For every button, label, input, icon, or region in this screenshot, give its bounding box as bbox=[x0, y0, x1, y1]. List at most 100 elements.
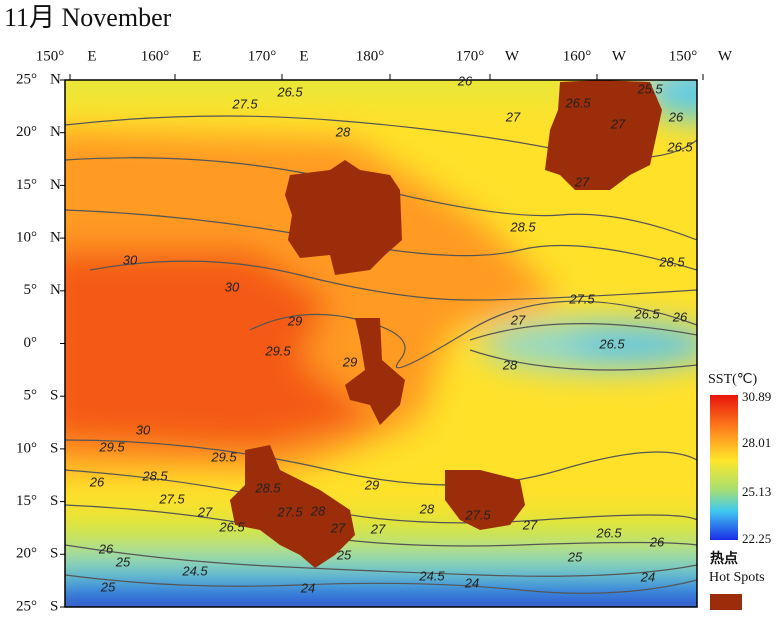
left-axis-degree: 15° bbox=[16, 177, 37, 193]
contour-label: 27 bbox=[574, 174, 590, 189]
contour-label: 28.5 bbox=[658, 254, 685, 269]
top-axis-hemisphere: W bbox=[505, 48, 520, 64]
contour-label: 29.5 bbox=[264, 343, 291, 358]
legend-title: SST(℃) bbox=[708, 372, 758, 387]
contour-label: 28 bbox=[502, 357, 518, 372]
left-axis-degree: 0° bbox=[24, 335, 38, 351]
contour-label: 28.5 bbox=[254, 480, 281, 495]
left-axis-hemisphere: S bbox=[50, 388, 58, 404]
contour-label: 28 bbox=[310, 503, 326, 518]
contour-label: 24.5 bbox=[418, 568, 445, 583]
contour-label: 28 bbox=[419, 501, 435, 516]
left-axis-degree: 20° bbox=[16, 546, 37, 562]
contour-label: 27.5 bbox=[158, 491, 185, 506]
left-axis-hemisphere: N bbox=[50, 71, 61, 87]
left-axis-hemisphere: N bbox=[50, 230, 61, 246]
contour-label: 26 bbox=[668, 109, 684, 124]
hotspot-label-cn: 热点 bbox=[710, 550, 738, 567]
contour-label: 26.5 bbox=[598, 336, 625, 351]
contour-label: 27.5 bbox=[464, 507, 491, 522]
contour-label: 26.5 bbox=[276, 84, 303, 99]
left-axis-degree: 15° bbox=[16, 493, 37, 509]
colorbar-tick-label: 22.25 bbox=[742, 531, 771, 546]
left-axis-hemisphere: N bbox=[50, 124, 61, 140]
contour-label: 26 bbox=[672, 309, 688, 324]
colorbar bbox=[710, 395, 738, 540]
contour-label: 27 bbox=[197, 504, 213, 519]
contour-label: 27 bbox=[522, 517, 538, 532]
contour-label: 27.5 bbox=[231, 96, 258, 111]
contour-label: 25 bbox=[100, 579, 116, 594]
colorbar-tick-label: 28.01 bbox=[742, 435, 771, 450]
left-axis-degree: 20° bbox=[16, 124, 37, 140]
left-axis-hemisphere: N bbox=[50, 177, 61, 193]
left-axis-degree: 10° bbox=[16, 440, 37, 456]
contour-label: 26 bbox=[457, 73, 473, 88]
left-axis-hemisphere: S bbox=[50, 598, 58, 614]
contour-label: 27 bbox=[510, 312, 526, 327]
contour-label: 24 bbox=[300, 580, 315, 595]
top-axis-degree: 160° bbox=[563, 48, 592, 64]
hotspot-label-en: Hot Spots bbox=[709, 570, 765, 585]
contour-label: 26.5 bbox=[633, 306, 660, 321]
left-axis-hemisphere: S bbox=[50, 546, 58, 562]
top-axis-hemisphere: W bbox=[718, 48, 733, 64]
contour-label: 27 bbox=[370, 521, 386, 536]
contour-label: 29 bbox=[364, 477, 379, 492]
contour-label: 29.5 bbox=[210, 449, 237, 464]
colorbar-tick-label: 25.13 bbox=[742, 484, 771, 499]
contour-label: 29 bbox=[342, 354, 357, 369]
contours bbox=[65, 115, 697, 594]
hotspot-swatch bbox=[710, 594, 742, 610]
top-axis-hemisphere: E bbox=[192, 48, 201, 64]
contour-label: 25.5 bbox=[636, 81, 663, 96]
top-axis-hemisphere: W bbox=[612, 48, 627, 64]
contour-label: 25 bbox=[336, 547, 352, 562]
sst-field bbox=[65, 80, 697, 607]
contour-label: 30 bbox=[123, 252, 138, 267]
contour-label: 26.5 bbox=[595, 525, 622, 540]
contour-label: 27.5 bbox=[276, 504, 303, 519]
contour-label: 27.5 bbox=[568, 291, 595, 306]
left-axis-hemisphere: N bbox=[50, 282, 61, 298]
hot-spots bbox=[230, 80, 662, 568]
top-axis-degree: 160° bbox=[141, 48, 170, 64]
top-axis-hemisphere: E bbox=[299, 48, 308, 64]
contour-label: 26.5 bbox=[218, 519, 245, 534]
contour-label: 26 bbox=[649, 534, 665, 549]
contour-label: 24.5 bbox=[181, 563, 208, 578]
contour-label: 30 bbox=[136, 422, 151, 437]
contour-label: 30 bbox=[225, 279, 240, 294]
top-axis-degree: 170° bbox=[248, 48, 277, 64]
title: 11月 November bbox=[4, 3, 172, 32]
top-axis-degree: 180° bbox=[356, 48, 385, 64]
contour-label: 28.5 bbox=[141, 468, 168, 483]
contour-label: 26 bbox=[98, 541, 114, 556]
top-axis-degree: 170° bbox=[456, 48, 485, 64]
contour-label: 28.5 bbox=[509, 219, 536, 234]
left-axis-degree: 10° bbox=[16, 230, 37, 246]
top-axis-degree: 150° bbox=[36, 48, 65, 64]
contour-label: 29 bbox=[287, 313, 302, 328]
contour-label: 27 bbox=[610, 116, 626, 131]
left-axis-hemisphere: S bbox=[50, 440, 58, 456]
contour-label: 27 bbox=[330, 520, 346, 535]
contour-label: 25 bbox=[115, 554, 131, 569]
left-axis-hemisphere: S bbox=[50, 493, 58, 509]
contour-label: 28 bbox=[335, 124, 351, 139]
contour-label: 26.5 bbox=[666, 139, 693, 154]
contour-label: 26.5 bbox=[564, 95, 591, 110]
left-axis-degree: 5° bbox=[24, 388, 38, 404]
contour-label: 25 bbox=[567, 549, 583, 564]
contour-label: 26 bbox=[89, 474, 105, 489]
colorbar-tick-label: 30.89 bbox=[742, 389, 771, 404]
top-axis-degree: 150° bbox=[669, 48, 698, 64]
contour-label: 29.5 bbox=[98, 439, 125, 454]
left-axis-degree: 5° bbox=[24, 282, 38, 298]
contour-label: 24 bbox=[640, 569, 655, 584]
contour-label: 27 bbox=[505, 109, 521, 124]
left-axis-degree: 25° bbox=[16, 71, 37, 87]
contour-label: 24 bbox=[464, 575, 479, 590]
top-axis-hemisphere: E bbox=[87, 48, 96, 64]
